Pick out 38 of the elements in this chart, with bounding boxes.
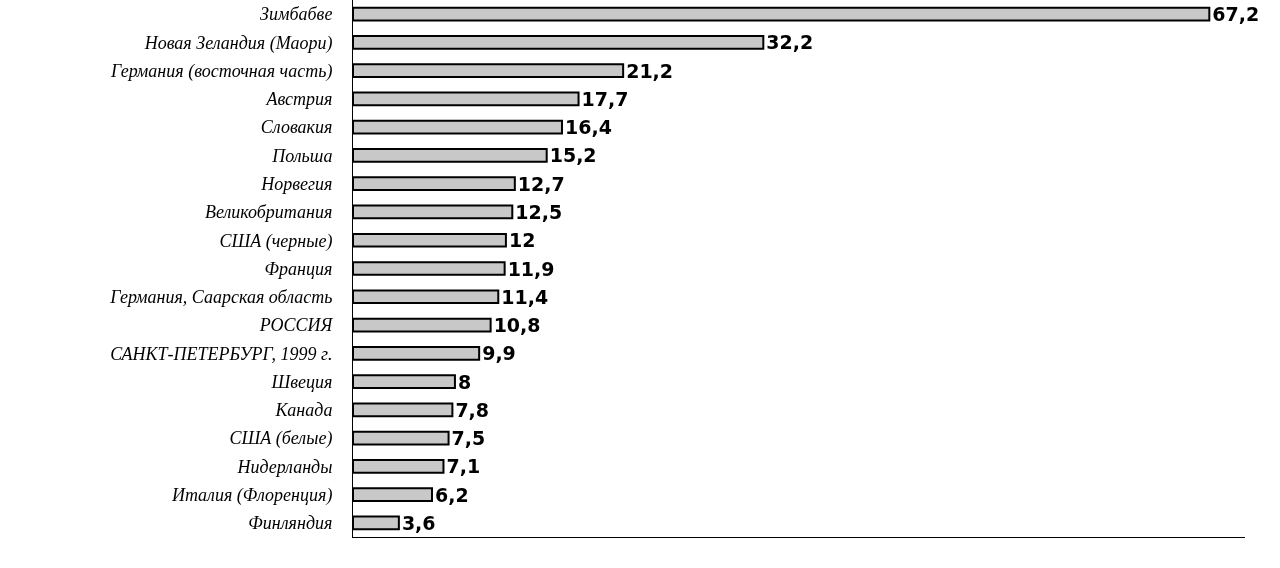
y-tick-label: Австрия: [265, 89, 333, 110]
data-label: 10,8: [493, 314, 541, 337]
data-label: 32,2: [766, 31, 814, 54]
y-tick-label: Великобритания: [204, 202, 333, 223]
data-label: 12: [508, 229, 536, 252]
data-label: 9,9: [482, 342, 516, 365]
y-tick-label: Германия (восточная часть): [110, 60, 333, 82]
y-tick-label: Канада: [274, 400, 333, 421]
data-label: 7,1: [446, 455, 481, 478]
y-tick-label: Польша: [271, 145, 333, 166]
y-tick-label: Франция: [264, 258, 333, 279]
y-tick-label: Зимбабве: [260, 4, 333, 25]
data-label: 15,2: [549, 144, 597, 167]
y-tick-label: Нидерланды: [236, 456, 333, 477]
y-tick-label: Швеция: [270, 371, 333, 392]
data-label: 8: [457, 370, 472, 393]
y-tick-label: Италия (Флоренция): [170, 484, 333, 506]
y-tick-label: Словакия: [260, 117, 333, 138]
data-label: 12,5: [515, 200, 563, 223]
data-label: 3,6: [401, 511, 436, 534]
y-tick-label: США (белые): [229, 428, 333, 450]
data-label: 6,2: [435, 483, 469, 506]
data-label: 67,2: [1212, 3, 1260, 26]
y-tick-label: Германия, Саарская область: [109, 287, 333, 308]
y-tick-label: США (черные): [219, 230, 333, 252]
data-label: 11,9: [507, 257, 555, 280]
data-label: 21,2: [626, 59, 674, 82]
data-label: 11,4: [501, 285, 549, 308]
y-tick-label: САНКТ-ПЕТЕРБУРГ, 1999 г.: [110, 343, 333, 364]
data-label: 17,7: [581, 87, 629, 110]
y-tick-label: Новая Зеландия (Маори): [143, 32, 333, 54]
data-label: 12,7: [517, 172, 565, 195]
y-tick-label: Норвегия: [260, 174, 333, 195]
y-tick-label: РОССИЯ: [258, 315, 334, 336]
data-label: 16,4: [564, 116, 612, 139]
data-label: 7,8: [455, 398, 490, 421]
y-tick-label: Финляндия: [248, 513, 333, 534]
data-label: 7,5: [451, 427, 486, 450]
